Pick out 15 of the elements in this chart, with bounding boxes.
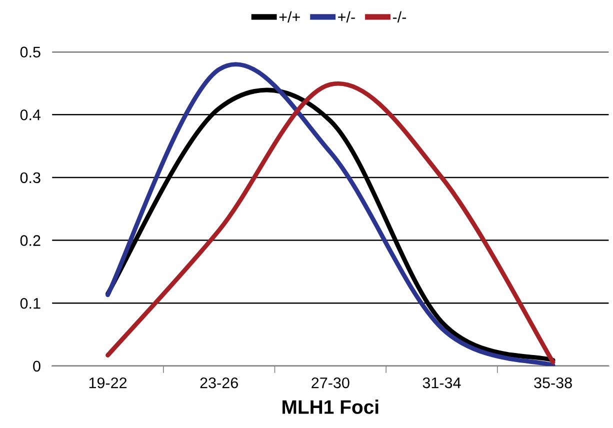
x-axis-title: MLH1 Foci xyxy=(282,400,378,414)
x-tick-label: 27-30 xyxy=(312,377,350,388)
legend-label: +/- xyxy=(338,11,355,22)
y-tick-label: 0.4 xyxy=(20,109,41,120)
legend-label: +/+ xyxy=(279,11,300,22)
y-tick-label: 0 xyxy=(33,360,40,372)
y-tick-label: 0.5 xyxy=(20,46,40,58)
y-tick-label: 0.1 xyxy=(20,298,40,309)
y-tick-label: 0.3 xyxy=(20,172,40,184)
x-tick-label: 31-34 xyxy=(422,377,461,388)
x-tick-label: 19-22 xyxy=(89,377,127,388)
y-tick-label: 0.2 xyxy=(20,235,40,246)
x-tick-label: 23-26 xyxy=(200,377,238,388)
x-tick-label: 35-38 xyxy=(534,377,572,388)
legend-label: -/- xyxy=(392,11,406,22)
